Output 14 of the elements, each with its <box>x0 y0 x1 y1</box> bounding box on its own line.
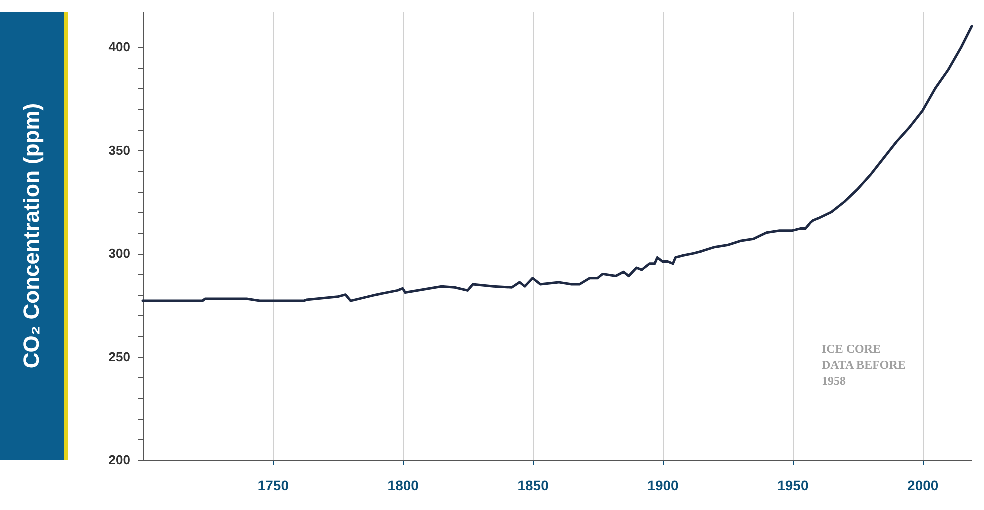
x-tick-label: 2000 <box>908 478 939 494</box>
x-tick-label: 1750 <box>258 478 290 494</box>
x-tick-label: 1950 <box>778 478 809 494</box>
line-series <box>142 25 974 302</box>
x-tick-label: 1900 <box>648 478 680 494</box>
y-tick-label: 200 <box>108 452 130 468</box>
y-tick-label: 250 <box>108 349 130 364</box>
y-tick-label: 300 <box>108 246 130 262</box>
y-tick-label: 400 <box>108 40 130 55</box>
y-axis-title: CO₂ Concentration (ppm) <box>19 103 45 369</box>
x-tick-label: 1850 <box>518 478 550 494</box>
y-tick-label: 350 <box>108 142 130 158</box>
x-tick-label: 1800 <box>388 478 420 494</box>
annotation: ICE CORE DATA BEFORE 1958 <box>822 342 906 388</box>
